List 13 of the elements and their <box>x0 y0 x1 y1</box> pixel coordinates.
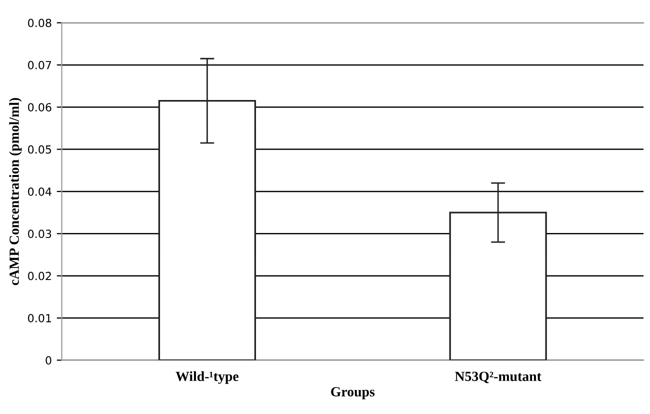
y-tick-label: 0.06 <box>28 103 52 112</box>
x-tick-label: Wild-¹type <box>176 371 238 384</box>
y-axis-title: cAMP Concentration (pmol/ml) <box>9 98 22 286</box>
y-tick-label: 0.07 <box>28 60 52 70</box>
y-tick-label: 0.01 <box>28 314 51 322</box>
x-axis-title: Groups <box>331 387 375 400</box>
y-tick-label: 0.05 <box>28 145 52 154</box>
y-tick-label: 0.04 <box>28 187 52 196</box>
x-tick-label: N53Q²-mutant <box>454 372 542 384</box>
y-tick-label: 0.02 <box>28 272 51 280</box>
y-tick-label: 0 <box>46 356 52 365</box>
y-tick-label: 0.08 <box>28 18 52 28</box>
y-tick-label: 0.03 <box>28 230 52 238</box>
